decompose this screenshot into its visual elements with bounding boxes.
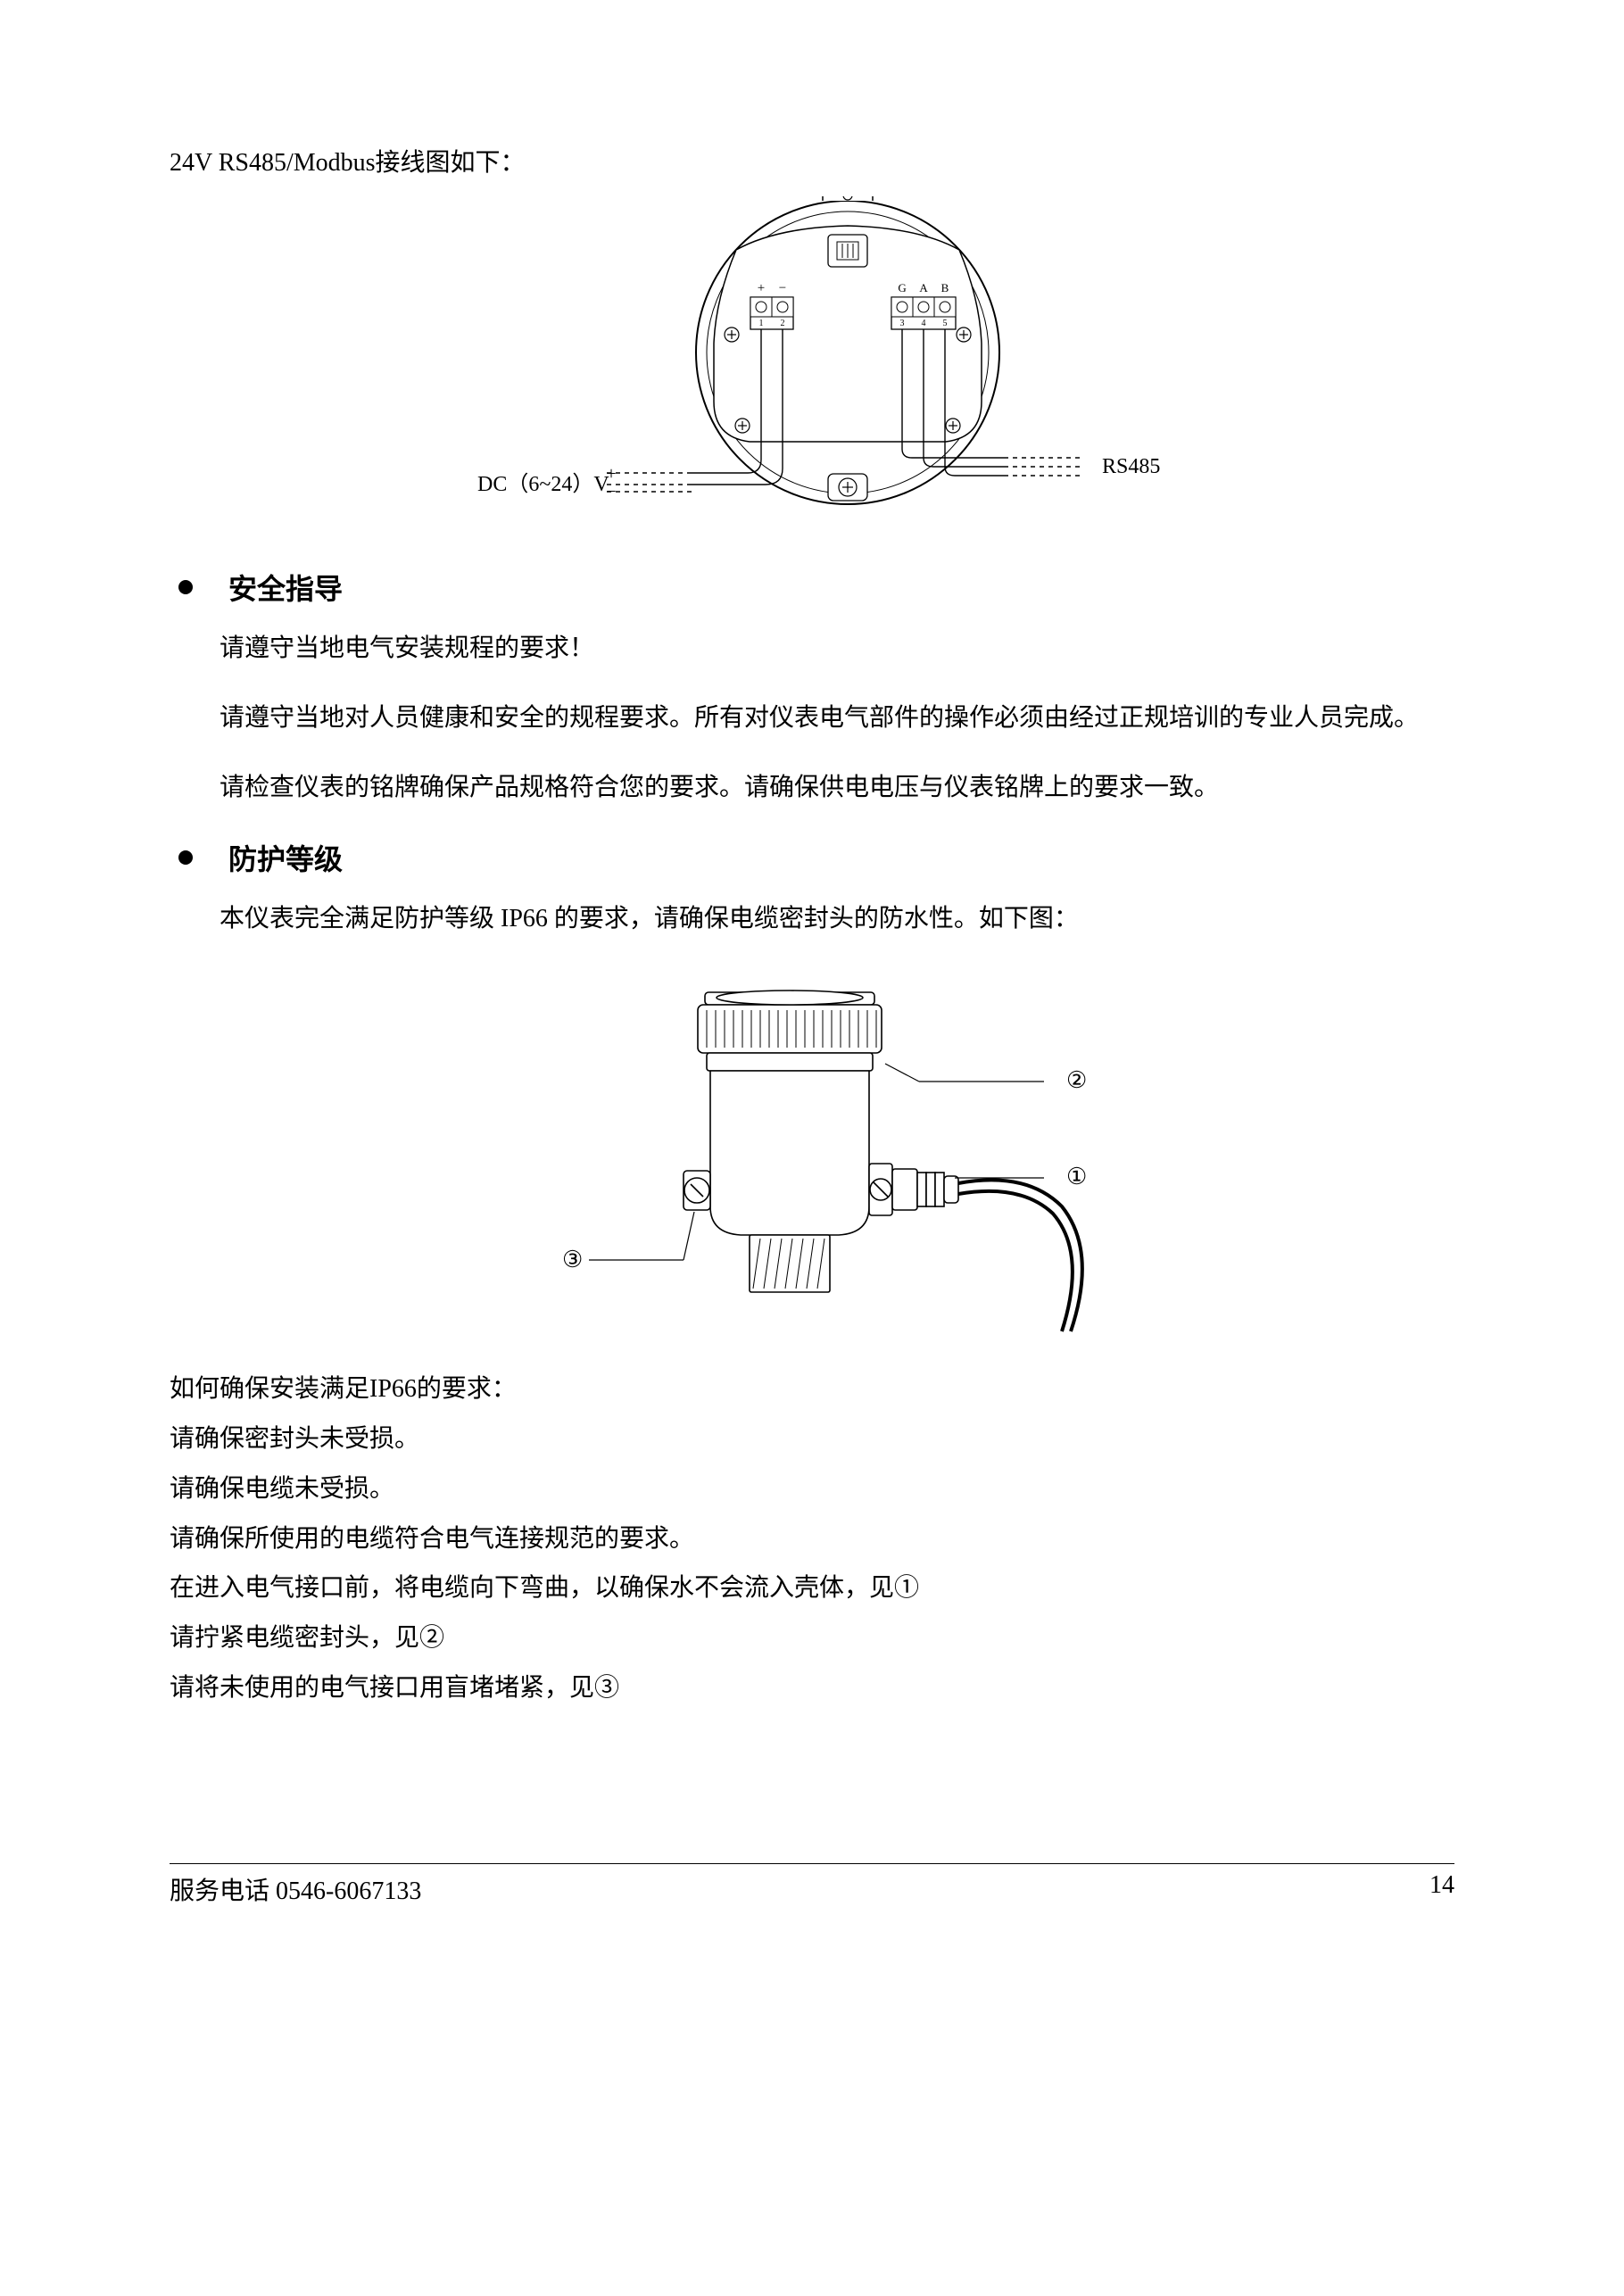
svg-text:3: 3 [900, 319, 905, 328]
section-safety-title: 安全指导 [228, 567, 343, 608]
wiring-diagram: + − 1 2 G A B 3 4 5 [170, 196, 1454, 531]
bullet-icon [178, 850, 193, 865]
ip-l3: 请确保所使用的电缆符合电气连接规范的要求。 [170, 1516, 1454, 1562]
wiring-svg: + − 1 2 G A B 3 4 5 [464, 196, 1160, 526]
safety-p2: 请遵守当地对人员健康和安全的规程要求。所有对仪表电气部件的操作必须由经过正规培训… [170, 695, 1454, 742]
dc-label: DC（6~24）V [477, 473, 609, 496]
callout-1: ① [1066, 1164, 1087, 1189]
svg-text:5: 5 [943, 319, 948, 328]
ip-l2: 请确保电缆未受损。 [170, 1466, 1454, 1513]
term-b-label: B [941, 281, 949, 294]
ip-l6: 请将未使用的电气接口用盲堵堵紧，见③ [170, 1665, 1454, 1712]
dc-minus: − [606, 482, 616, 501]
section-safety-head: 安全指导 [170, 567, 1454, 608]
ip66-diagram: ② ① ③ [170, 966, 1454, 1345]
callout-2: ② [1066, 1067, 1087, 1093]
safety-p3: 请检查仪表的铭牌确保产品规格符合您的要求。请确保供电电压与仪表铭牌上的要求一致。 [170, 765, 1454, 811]
intro-text: 24V RS485/Modbus接线图如下： [170, 143, 1454, 178]
ip-p1: 本仪表完全满足防护等级 IP66 的要求，请确保电缆密封头的防水性。如下图： [170, 896, 1454, 942]
ip-list-intro: 如何确保安装满足IP66的要求： [170, 1366, 1454, 1413]
term-a-label: A [919, 281, 928, 294]
svg-text:2: 2 [781, 319, 785, 328]
section-ip-title: 防护等级 [228, 837, 343, 878]
svg-text:4: 4 [922, 319, 926, 328]
dc-plus: + [606, 464, 616, 484]
term-g-label: G [898, 281, 906, 294]
ip-l5: 请拧紧电缆密封头，见② [170, 1615, 1454, 1662]
bullet-icon [178, 580, 193, 594]
svg-text:1: 1 [759, 319, 764, 328]
callout-3: ③ [562, 1247, 583, 1272]
safety-p1: 请遵守当地电气安装规程的要求！ [170, 626, 1454, 672]
footer-phone: 服务电话 0546-6067133 [170, 1871, 421, 1907]
rs485-label: RS485 [1102, 455, 1160, 478]
term-plus-label: + [758, 281, 765, 295]
ip-l4: 在进入电气接口前，将电缆向下弯曲，以确保水不会流入壳体，见① [170, 1565, 1454, 1612]
footer-page-number: 14 [1429, 1871, 1454, 1907]
term-minus-label: − [779, 281, 786, 295]
footer-rule [170, 1863, 1454, 1864]
ip66-instructions: 如何确保安装满足IP66的要求： 请确保密封头未受损。 请确保电缆未受损。 请确… [170, 1366, 1454, 1712]
ip66-svg: ② ① ③ [473, 966, 1151, 1340]
ip-l1: 请确保密封头未受损。 [170, 1416, 1454, 1463]
section-ip-head: 防护等级 [170, 837, 1454, 878]
page-footer: 服务电话 0546-6067133 14 [170, 1871, 1454, 1907]
